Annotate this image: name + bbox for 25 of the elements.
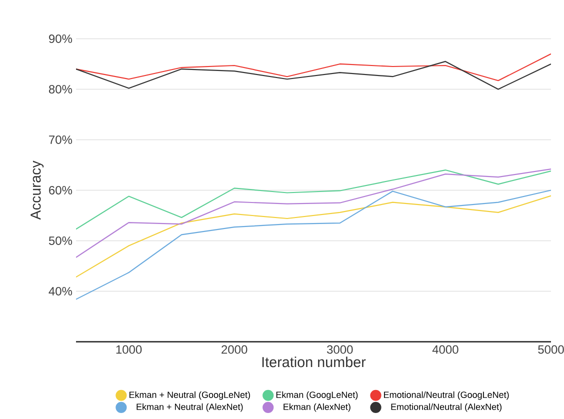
line-series: [76, 168, 551, 258]
x-tick-label: 5000: [538, 345, 564, 354]
y-axis-title: Accuracy: [30, 160, 44, 220]
legend-label: Ekman + Neutral (GoogLeNet): [129, 391, 250, 400]
y-tick-label: 80%: [48, 84, 72, 94]
legend-label: Emotional/Neutral (GoogLeNet): [384, 391, 509, 400]
legend-label: Ekman + Neutral (AlexNet): [136, 403, 243, 412]
y-tick-label: 90%: [49, 34, 72, 43]
x-tick-label: 3000: [326, 345, 353, 354]
line-series: [76, 195, 551, 278]
x-tick-label: 4000: [432, 345, 458, 354]
y-tick-label: 60%: [49, 186, 72, 194]
line-series: [76, 60, 551, 90]
x-tick-label: 1000: [116, 345, 142, 354]
line-series: [76, 190, 551, 300]
y-tick-label: 70%: [49, 135, 72, 144]
legend-label: Emotional/Neutral (AlexNet): [391, 403, 502, 412]
x-tick-label: 2000: [222, 345, 248, 354]
legend-label: Ekman (AlexNet): [284, 403, 350, 412]
x-axis-title: Iteration number: [262, 356, 366, 368]
line-series: [76, 53, 551, 82]
y-tick-label: 40%: [48, 286, 72, 296]
legend-label: Ekman (GoogLeNet): [276, 391, 358, 400]
y-tick-label: 50%: [48, 236, 72, 245]
line-series: [76, 169, 551, 230]
